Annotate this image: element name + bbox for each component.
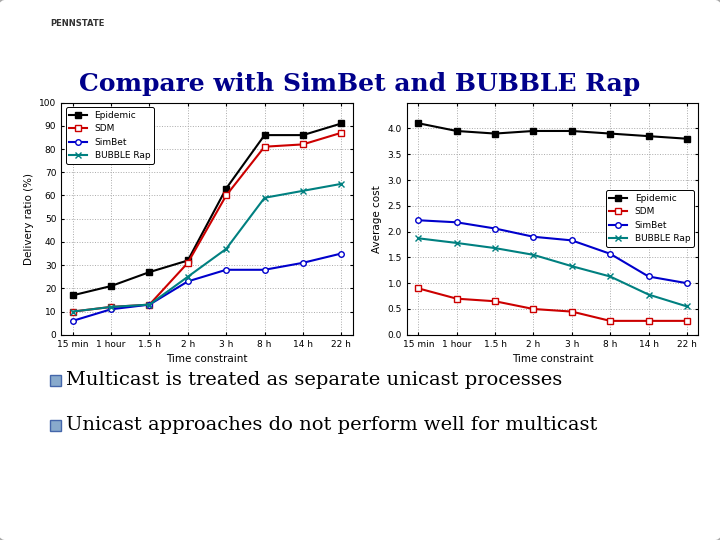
Line: SDM: SDM bbox=[415, 286, 690, 323]
Bar bbox=[50, 375, 61, 386]
SimBet bbox=[683, 280, 691, 286]
BUBBLE Rap bbox=[414, 235, 423, 241]
SDM bbox=[567, 308, 576, 315]
Epidemic bbox=[107, 283, 115, 289]
Text: PENNSTATE: PENNSTATE bbox=[50, 19, 105, 28]
SDM bbox=[529, 306, 538, 312]
Epidemic bbox=[222, 185, 230, 192]
Epidemic bbox=[299, 132, 307, 138]
SDM bbox=[222, 192, 230, 199]
SDM bbox=[299, 141, 307, 147]
Text: Unicast approaches do not perform well for multicast: Unicast approaches do not perform well f… bbox=[66, 416, 598, 434]
Epidemic bbox=[184, 257, 192, 264]
Epidemic bbox=[145, 269, 154, 275]
SimBet bbox=[222, 267, 230, 273]
Epidemic bbox=[683, 136, 691, 142]
BUBBLE Rap bbox=[107, 303, 115, 310]
Legend: Epidemic, SDM, SimBet, BUBBLE Rap: Epidemic, SDM, SimBet, BUBBLE Rap bbox=[66, 107, 154, 164]
Line: SimBet: SimBet bbox=[70, 251, 344, 323]
SimBet bbox=[452, 219, 461, 226]
BUBBLE Rap bbox=[337, 180, 346, 187]
Text: Compare with SimBet and BUBBLE Rap: Compare with SimBet and BUBBLE Rap bbox=[79, 72, 641, 96]
BUBBLE Rap bbox=[222, 246, 230, 252]
SimBet bbox=[184, 278, 192, 285]
Bar bbox=[50, 420, 61, 430]
BUBBLE Rap bbox=[683, 303, 691, 309]
Line: Epidemic: Epidemic bbox=[70, 121, 344, 298]
BUBBLE Rap bbox=[68, 308, 77, 315]
SimBet bbox=[68, 318, 77, 324]
Epidemic bbox=[68, 292, 77, 299]
SimBet bbox=[299, 260, 307, 266]
Epidemic bbox=[452, 128, 461, 134]
Line: BUBBLE Rap: BUBBLE Rap bbox=[415, 235, 690, 310]
SDM bbox=[107, 303, 115, 310]
Text: Multicast is treated as separate unicast processes: Multicast is treated as separate unicast… bbox=[66, 371, 562, 389]
Epidemic bbox=[529, 128, 538, 134]
SimBet bbox=[414, 217, 423, 224]
Epidemic bbox=[567, 128, 576, 134]
Y-axis label: Average cost: Average cost bbox=[372, 185, 382, 253]
SimBet bbox=[491, 225, 500, 232]
Epidemic bbox=[606, 130, 614, 137]
BUBBLE Rap bbox=[529, 252, 538, 258]
X-axis label: Time constraint: Time constraint bbox=[512, 354, 593, 364]
Line: SimBet: SimBet bbox=[415, 218, 690, 286]
SDM bbox=[683, 318, 691, 324]
SDM bbox=[414, 285, 423, 292]
SimBet bbox=[529, 233, 538, 240]
BUBBLE Rap bbox=[260, 194, 269, 201]
SDM bbox=[184, 260, 192, 266]
X-axis label: Time constraint: Time constraint bbox=[166, 354, 248, 364]
Epidemic bbox=[337, 120, 346, 127]
SDM bbox=[452, 295, 461, 302]
Legend: Epidemic, SDM, SimBet, BUBBLE Rap: Epidemic, SDM, SimBet, BUBBLE Rap bbox=[606, 190, 694, 247]
SimBet bbox=[107, 306, 115, 313]
SDM bbox=[145, 301, 154, 308]
SimBet bbox=[145, 301, 154, 308]
SDM bbox=[644, 318, 653, 324]
SimBet bbox=[606, 251, 614, 257]
SimBet bbox=[337, 250, 346, 256]
SDM bbox=[68, 308, 77, 315]
Epidemic bbox=[644, 133, 653, 139]
BUBBLE Rap bbox=[644, 291, 653, 298]
SDM bbox=[606, 318, 614, 324]
SimBet bbox=[260, 267, 269, 273]
Line: BUBBLE Rap: BUBBLE Rap bbox=[69, 180, 345, 315]
Line: Epidemic: Epidemic bbox=[415, 120, 690, 141]
SimBet bbox=[567, 237, 576, 244]
BUBBLE Rap bbox=[145, 301, 154, 308]
BUBBLE Rap bbox=[491, 245, 500, 251]
BUBBLE Rap bbox=[184, 273, 192, 280]
Y-axis label: Delivery ratio (%): Delivery ratio (%) bbox=[24, 173, 34, 265]
Epidemic bbox=[491, 130, 500, 137]
Epidemic bbox=[260, 132, 269, 138]
BUBBLE Rap bbox=[452, 240, 461, 246]
Line: SDM: SDM bbox=[70, 130, 344, 314]
SDM bbox=[337, 130, 346, 136]
Epidemic bbox=[414, 120, 423, 126]
BUBBLE Rap bbox=[606, 273, 614, 280]
BUBBLE Rap bbox=[299, 187, 307, 194]
SDM bbox=[260, 144, 269, 150]
BUBBLE Rap bbox=[567, 263, 576, 269]
SimBet bbox=[644, 273, 653, 280]
SDM bbox=[491, 298, 500, 305]
